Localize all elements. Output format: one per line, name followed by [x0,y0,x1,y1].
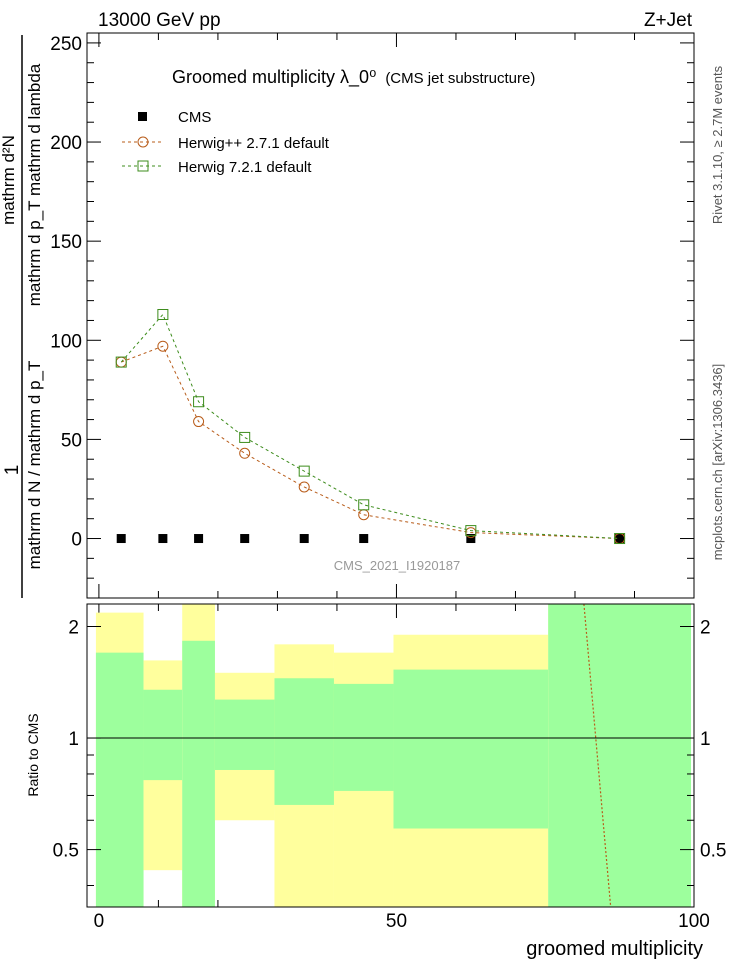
y-tick-label: 100 [50,331,82,352]
data-point-herwigpp [358,509,370,521]
y-tick-label: 150 [50,232,82,253]
data-point-cms [299,534,309,544]
ratio-panel-frame [86,603,695,908]
data-point-cms [240,534,250,544]
ratio-band-green [214,699,275,770]
y-label-numerator: mathrm d²N [0,135,18,225]
data-point-herwig7 [358,499,370,511]
y-tick-label: 200 [50,133,82,154]
x-tick-label: 0 [94,911,105,932]
x-tick-labels: 0 50 100 [94,911,710,932]
data-point-cms [116,534,126,544]
main-panel-marks: 0 50 100 150 200 250 [50,33,695,598]
y-label-prefactor: 1 [2,465,23,476]
ratio-tick-label-right: 2 [700,617,711,638]
data-point-herwig7 [298,465,310,477]
mcplots-label: mcplots.cern.ch [arXiv:1306.3436] [710,364,725,561]
ratio-panel-marks: 0.5 0.5 1 1 2 2 [53,603,726,908]
chart-subtitle: (CMS jet substructure) [385,70,535,87]
legend-cms-label: CMS [178,109,211,126]
legend-herwigpp-marker [137,136,149,148]
header-right: Z+Jet [644,10,693,31]
data-point-herwigpp [239,447,251,459]
ratio-band-green [274,678,334,805]
legend-cms-marker [138,112,147,121]
y-label-denominator: mathrm d p_T mathrm d lambda [25,63,44,306]
legend-herwig7-label: Herwig 7.2.1 default [178,159,312,176]
data-point-herwigpp [193,416,205,428]
data-point-herwigpp [298,481,310,493]
data-point-herwig7 [115,356,127,368]
ratio-band-green [393,669,549,829]
ratio-band-green [333,683,394,791]
ratio-band-green [182,640,215,907]
series-line-herwig7 [120,313,620,540]
ratio-tick-label-right: 0.5 [700,841,726,862]
chart-title: Groomed multiplicity λ_0⁰ (CMS jet subst… [172,67,535,88]
ratio-y-label: Ratio to CMS [25,713,41,796]
ratio-band-green [143,689,183,781]
y-tick-label: 250 [50,34,82,55]
data-point-cms [158,534,168,544]
ratio-tick-label: 1 [68,729,79,750]
main-y-label: 1 mathrm d N / mathrm d p_T mathrm d²N m… [0,35,44,598]
data-point-herwig7 [193,396,205,408]
data-point-cms [615,534,625,544]
chart-title-main: Groomed multiplicity λ_0⁰ [172,67,376,88]
ratio-tick-label: 2 [68,617,79,638]
ratio-tick-label-right: 1 [700,729,711,750]
data-point-cms [194,534,204,544]
y-tick-label: 50 [61,430,82,451]
data-point-herwigpp [157,340,169,352]
data-point-herwig7 [157,309,169,321]
data-point-herwig7 [239,431,251,443]
ratio-curve-herwigpp [583,603,612,908]
ratio-tick-label: 0.5 [53,841,79,862]
data-point-herwig7 [614,533,626,545]
header-left: 13000 GeV pp [98,10,221,31]
rivet-label: Rivet 3.1.10, ≥ 2.7M events [710,65,725,224]
x-tick-label: 50 [386,911,407,932]
legend: CMS Herwig++ 2.7.1 default Herwig 7.2.1 … [122,109,330,176]
legend-herwigpp-label: Herwig++ 2.7.1 default [178,135,330,152]
main-panel-frame [86,32,695,599]
x-tick-label: 100 [678,911,710,932]
y-tick-label: 0 [71,530,82,551]
watermark: CMS_2021_I1920187 [334,558,461,573]
series-line-herwigpp [121,345,620,540]
x-axis-label: groomed multiplicity [526,938,703,960]
ratio-band-green [548,604,692,907]
y-label-bottom: mathrm d N / mathrm d p_T [25,361,44,570]
data-point-herwig7 [465,525,477,537]
data-point-cms [466,534,476,544]
legend-herwig7-marker [137,160,149,172]
ratio-band-green [95,652,144,907]
data-point-cms [359,534,369,544]
